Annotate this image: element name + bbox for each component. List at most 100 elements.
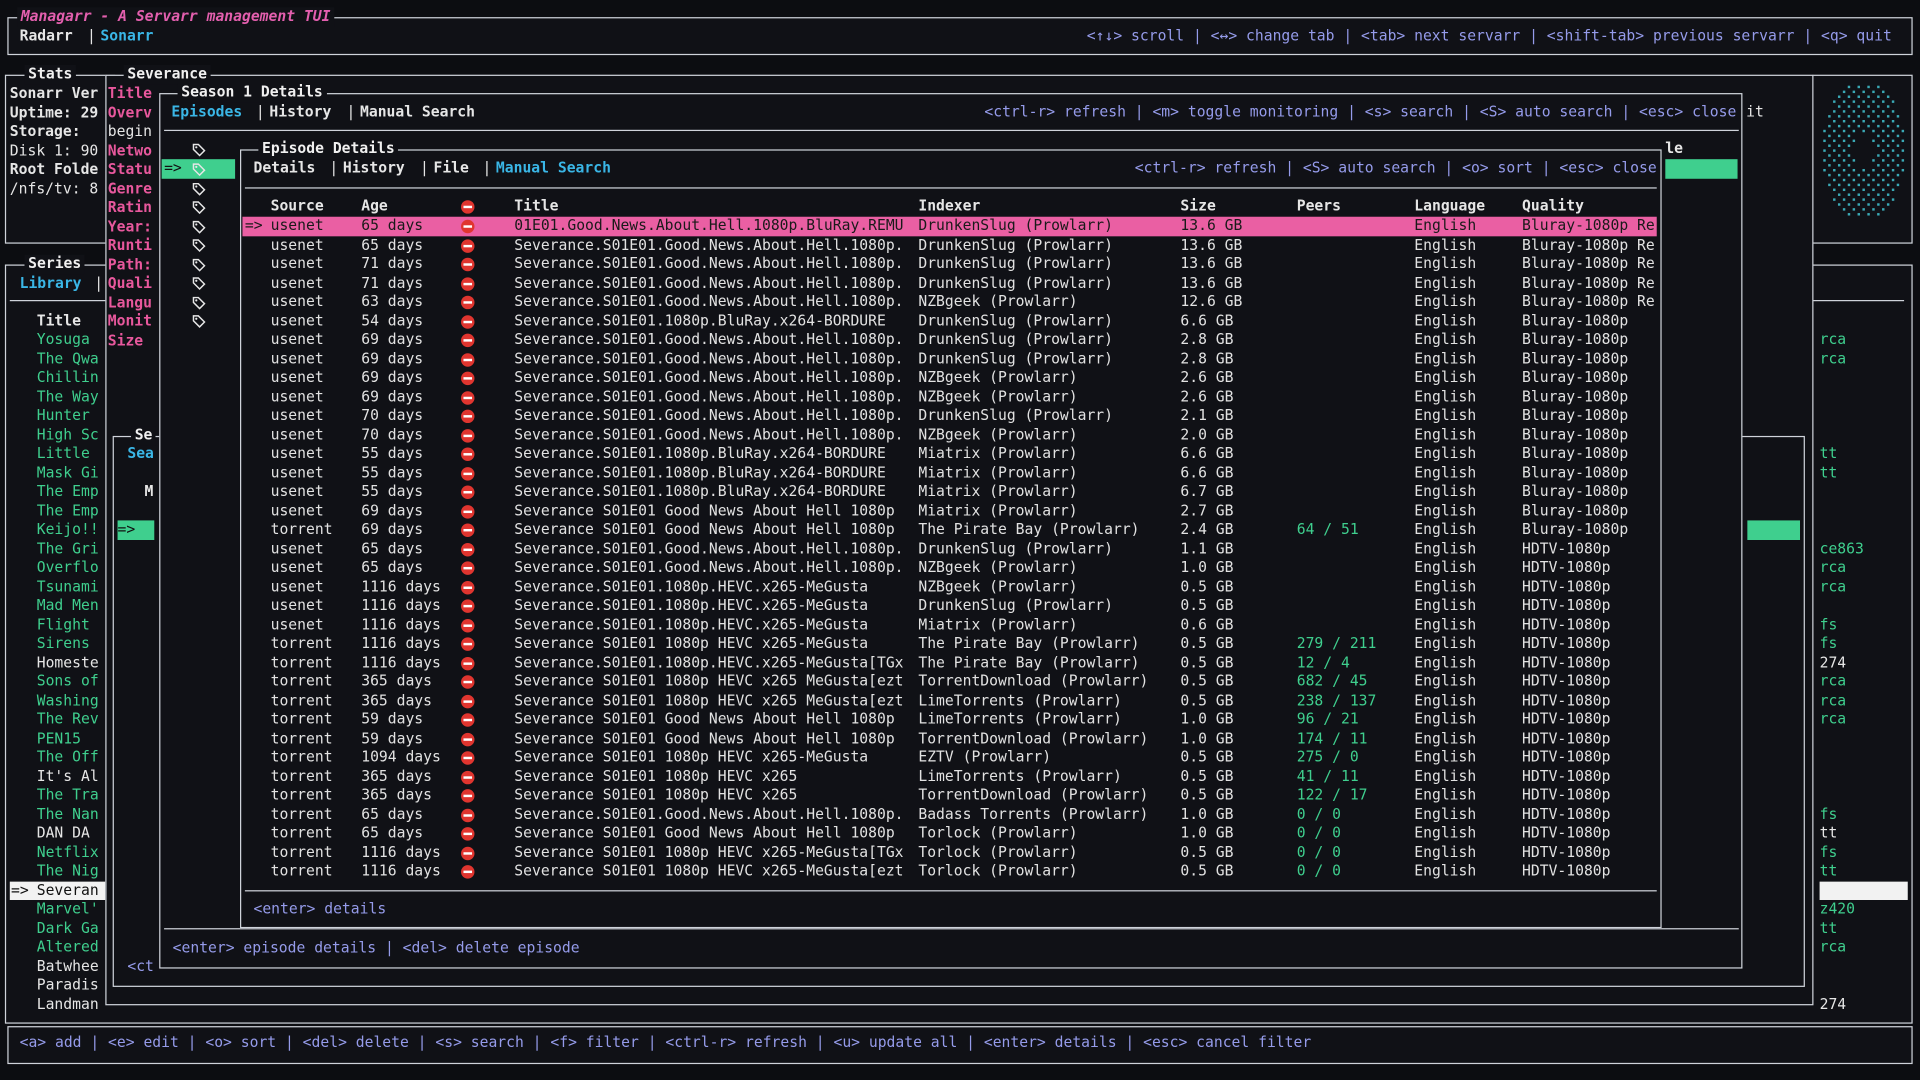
series-title[interactable]: The Off [36,748,99,766]
stat-line: /nfs/tv: 8 [9,179,99,197]
table-cell[interactable]: Severance.S01E01.Good.News.About.Hell.10… [514,406,904,424]
table-cell: 0.5 GB [1180,653,1234,671]
table-cell[interactable]: Severance S01E01 Good News About Hell 10… [514,501,895,519]
series-title[interactable]: Washing [36,691,99,709]
series-title[interactable]: Severan [36,881,99,899]
series-title[interactable]: Batwhee [36,957,99,975]
table-cell[interactable]: Severance S01E01 1080p HEVC x265 MeGusta… [514,691,904,709]
tab[interactable]: History [342,159,405,177]
series-title[interactable]: Overflo [36,558,99,576]
series-title[interactable]: Flight [36,615,90,633]
table-cell[interactable]: Severance S01E01 Good News About Hell 10… [514,710,895,728]
table-cell[interactable]: Severance.S01E01.1080p.HEVC.x265-MeGusta [514,596,869,614]
table-cell[interactable]: Severance.S01E01.Good.News.About.Hell.10… [514,805,904,823]
series-title[interactable]: Sirens [36,634,90,652]
series-title[interactable]: The Gri [36,539,99,557]
tab[interactable]: Sonarr [100,27,154,45]
table-cell[interactable]: Severance.S01E01.Good.News.About.Hell.10… [514,368,904,387]
table-cell: Torlock (Prowlarr) [918,862,1078,880]
table-cell[interactable]: Severance S01E01 Good News About Hell 10… [514,520,895,538]
table-cell[interactable]: Severance.S01E01.Good.News.About.Hell.10… [514,236,904,254]
tab[interactable]: File [433,159,469,177]
series-title[interactable]: Mad Men [36,596,99,614]
tag-icon [192,143,206,157]
table-cell[interactable]: Severance S01E01 1080p HEVC x265 [514,767,798,785]
table-cell: 1.1 GB [1180,539,1234,557]
table-cell[interactable]: Severance.S01E01.1080p.BluRay.x264-BORDU… [514,311,886,330]
series-title[interactable]: Paradis [36,976,99,994]
series-title[interactable]: PEN15 [36,729,81,747]
table-cell[interactable]: Severance.S01E01.Good.News.About.Hell.10… [514,255,904,273]
series-title[interactable]: Marvel' [36,900,99,918]
series-title[interactable]: Sons of [36,672,99,690]
series-title[interactable]: Dark Ga [36,919,99,937]
series-title[interactable]: Homeste [36,653,99,671]
tab[interactable]: Manual Search [360,103,476,121]
table-cell[interactable]: Severance.S01E01.Good.News.About.Hell.10… [514,330,904,349]
table-cell[interactable]: Severance S01E01 1080p HEVC x265-MeGusta… [514,862,904,880]
tab[interactable]: Episodes [171,103,243,121]
series-title[interactable]: Netflix [36,843,99,861]
divider [164,928,1739,930]
table-cell[interactable]: Severance.S01E01.Good.News.About.Hell.10… [514,292,904,311]
table-cell[interactable]: Severance.S01E01.Good.News.About.Hell.10… [514,349,904,368]
table-cell: usenet [270,558,324,576]
table-cell[interactable]: Severance S01E01 1080p HEVC x265-MeGusta [514,748,869,766]
table-cell[interactable]: Severance.S01E01.1080p.HEVC.x265-MeGusta… [514,653,904,671]
series-title[interactable]: Yosuga [36,330,90,349]
table-cell[interactable]: Severance.S01E01.Good.News.About.Hell.10… [514,558,904,576]
series-title[interactable]: Little [36,444,90,462]
table-cell[interactable]: Severance S01E01 1080p HEVC x265 MeGusta… [514,672,904,690]
series-title[interactable]: Tsunami [36,577,99,595]
series-title[interactable]: Mask Gi [36,463,99,481]
table-cell[interactable]: Severance S01E01 1080p HEVC x265 [514,786,798,804]
table-cell: HDTV-1080p [1522,539,1611,557]
series-title[interactable]: It's Al [36,767,99,785]
tab[interactable]: Details [253,159,316,177]
tab[interactable]: Library [19,274,82,292]
table-cell[interactable]: 01E01.Good.News.About.Hell.1080p.BluRay.… [514,217,904,235]
series-title[interactable]: Altered [36,938,99,956]
series-title[interactable]: The Emp [36,482,99,500]
table-cell: English [1414,691,1477,709]
table-cell: NZBgeek (Prowlarr) [918,387,1078,405]
table-cell: 1116 days [361,615,441,633]
series-title[interactable]: Keijo!! [36,520,99,538]
series-title[interactable]: The Qwa [36,349,99,368]
series-title[interactable]: Chillin [36,368,99,387]
series-title[interactable]: High Sc [36,425,99,443]
tab[interactable]: Manual Search [495,159,611,177]
table-cell[interactable]: Severance S01E01 Good News About Hell 10… [514,824,895,842]
table-cell[interactable]: Severance S01E01 Good News About Hell 10… [514,729,895,747]
table-cell[interactable]: Severance S01E01 1080p HEVC x265-MeGusta… [514,843,904,861]
table-cell[interactable]: Severance S01E01 1080p HEVC x265-MeGusta [514,634,869,652]
series-title[interactable]: The Tra [36,786,99,804]
table-cell[interactable]: Severance.S01E01.Good.News.About.Hell.10… [514,425,904,443]
table-cell: 65 days [361,539,424,557]
table-cell[interactable]: Severance.S01E01.1080p.HEVC.x265-MeGusta [514,577,869,595]
series-cell: rca [1819,691,1847,709]
series-title[interactable]: The Nig [36,862,99,880]
series-cell: ce863 [1819,539,1864,557]
tab[interactable]: Radarr [19,27,73,45]
series-title[interactable]: The Emp [36,501,99,519]
table-cell: usenet [270,615,324,633]
series-title[interactable]: Landman [36,995,99,1013]
tab[interactable]: Sea [127,444,154,462]
table-cell[interactable]: Severance.S01E01.1080p.BluRay.x264-BORDU… [514,444,886,462]
table-cell[interactable]: Severance.S01E01.1080p.BluRay.x264-BORDU… [514,463,886,481]
series-title[interactable]: The Way [36,387,99,405]
series-title[interactable]: Hunter [36,406,90,424]
table-cell[interactable]: Severance.S01E01.1080p.HEVC.x265-MeGusta [514,615,869,633]
table-cell: 2.6 GB [1180,368,1234,387]
table-cell[interactable]: Severance.S01E01.Good.News.About.Hell.10… [514,387,904,405]
series-title[interactable]: The Rev [36,710,99,728]
table-cell[interactable]: Severance.S01E01.1080p.BluRay.x264-BORDU… [514,482,886,500]
series-title[interactable]: The Nan [36,805,99,823]
rejected-icon [461,618,475,632]
tab[interactable]: History [269,103,332,121]
table-cell[interactable]: Severance.S01E01.Good.News.About.Hell.10… [514,539,904,557]
table-cell[interactable]: Severance.S01E01.Good.News.About.Hell.10… [514,273,904,292]
series-title[interactable]: DAN DA [36,824,90,842]
table-cell: Bluray-1080p [1522,387,1629,405]
